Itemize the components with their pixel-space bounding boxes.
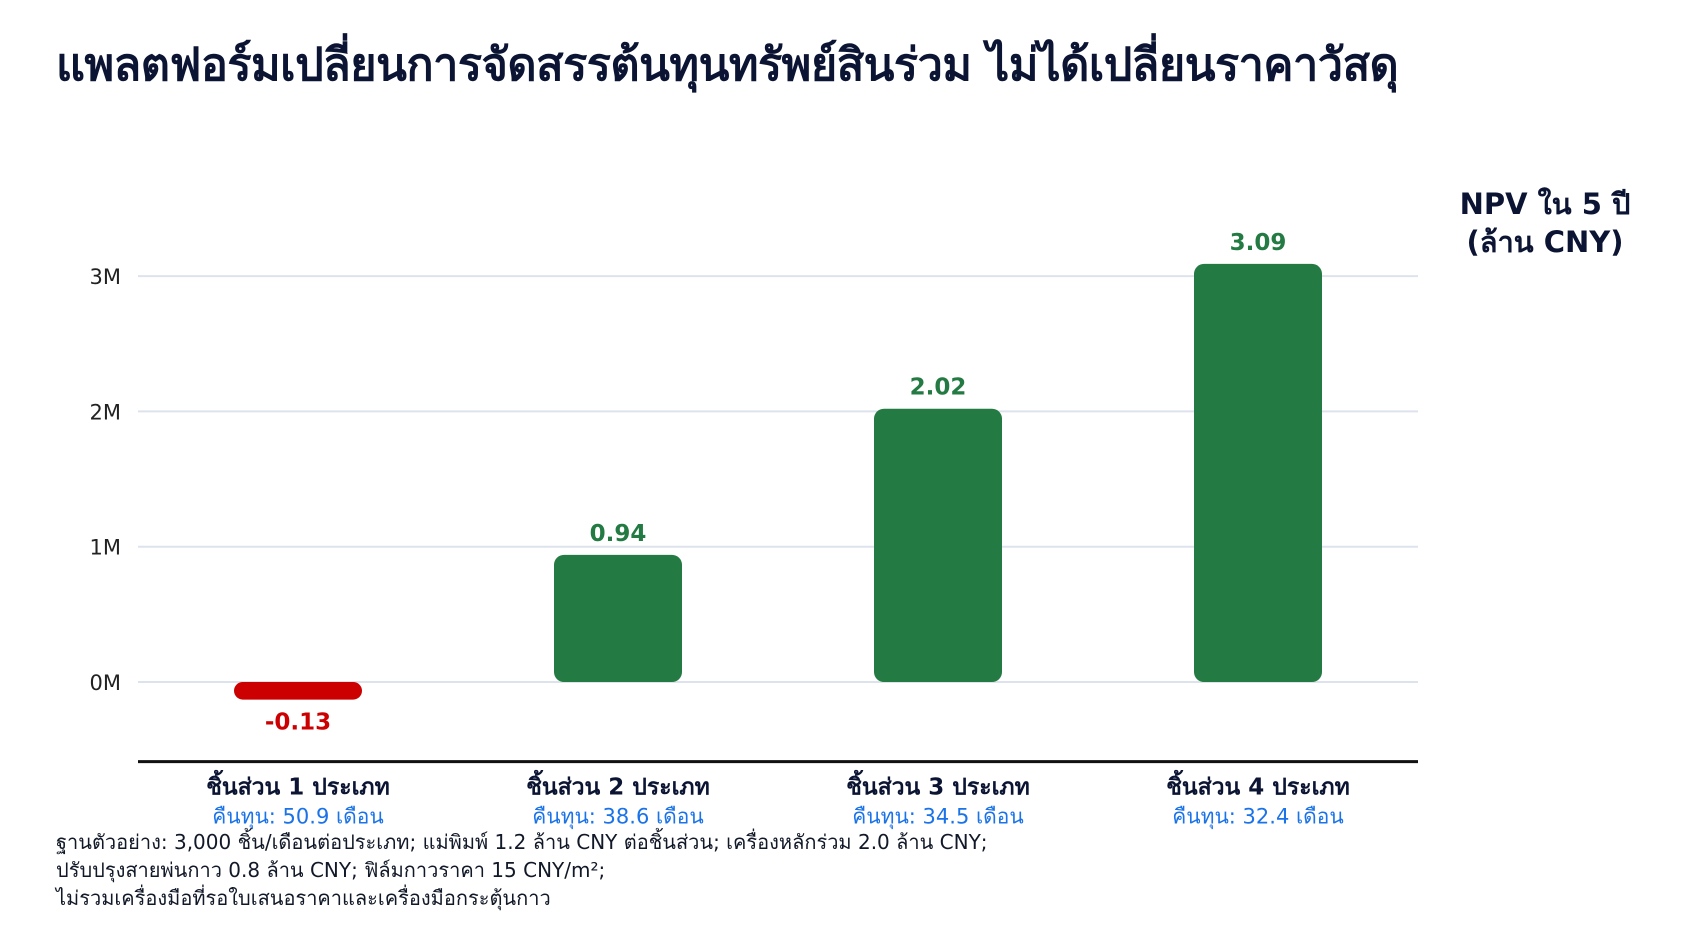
bar-value-label: 3.09 <box>1230 230 1287 256</box>
y-tick-label: 3M <box>90 265 121 289</box>
y-unit-line-1: NPV ใน 5 ปี <box>1459 187 1631 221</box>
chart-title: แพลตฟอร์มเปลี่ยนการจัดสรรต้นทุนทรัพย์สิน… <box>56 38 1399 91</box>
y-tick-label: 2M <box>90 400 121 424</box>
y-tick-label: 1M <box>90 536 121 560</box>
bar <box>874 408 1002 682</box>
y-unit-label: NPV ใน 5 ปี (ล้าน CNY) <box>1440 185 1650 261</box>
bar <box>234 682 362 700</box>
bar <box>1194 263 1322 682</box>
bar-value-label: 2.02 <box>910 375 967 401</box>
footnote-line-3: ไม่รวมเครื่องมือที่รอใบเสนอราคาและเครื่อ… <box>56 886 551 910</box>
x-category-label: ชิ้นส่วน 1 ประเภท <box>206 770 390 801</box>
x-category-sublabel: คืนทุน: 32.4 เดือน <box>1172 805 1344 830</box>
y-unit-line-2: (ล้าน CNY) <box>1466 225 1624 259</box>
bar <box>554 554 682 682</box>
x-category-sublabel: คืนทุน: 50.9 เดือน <box>212 805 384 830</box>
footnote-line-1: ฐานตัวอย่าง: 3,000 ชิ้น/เดือนต่อประเภท; … <box>56 830 988 854</box>
x-category-sublabel: คืนทุน: 38.6 เดือน <box>532 805 704 830</box>
footnote: ฐานตัวอย่าง: 3,000 ชิ้น/เดือนต่อประเภท; … <box>56 828 1256 912</box>
y-tick-label: 0M <box>90 671 121 695</box>
bar-value-label: -0.13 <box>265 710 331 736</box>
x-category-label: ชิ้นส่วน 2 ประเภท <box>526 770 710 801</box>
footnote-line-2: ปรับปรุงสายพ่นกาว 0.8 ล้าน CNY; ฟิล์มกาว… <box>56 858 606 882</box>
x-category-label: ชิ้นส่วน 4 ประเภท <box>1166 770 1350 801</box>
bar-value-label: 0.94 <box>590 521 647 547</box>
x-category-label: ชิ้นส่วน 3 ประเภท <box>846 770 1030 801</box>
x-category-sublabel: คืนทุน: 34.5 เดือน <box>852 805 1024 830</box>
